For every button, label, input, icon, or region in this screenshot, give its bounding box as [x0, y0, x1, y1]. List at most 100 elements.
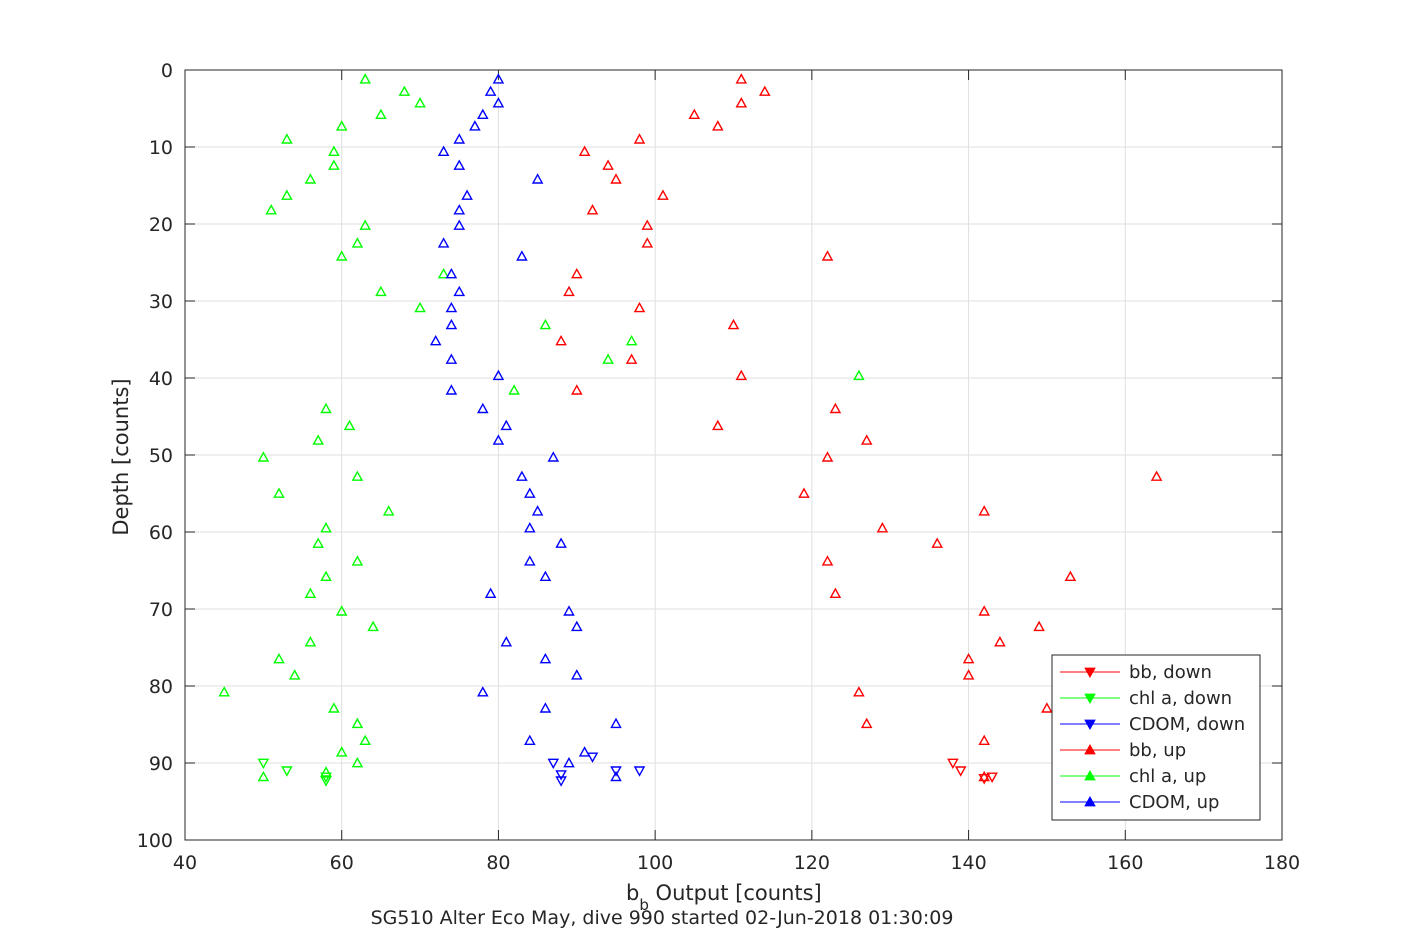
series-1 — [257, 758, 332, 787]
legend-marker — [1084, 719, 1096, 731]
data-point — [688, 108, 701, 120]
legend: bb, down chl a, down CDOM, down bb, up chl a… — [1051, 654, 1261, 821]
data-point — [798, 487, 810, 498]
data-point — [712, 120, 724, 131]
data-points — [218, 73, 1163, 787]
data-point — [257, 770, 270, 782]
data-point — [853, 686, 865, 697]
data-point — [586, 752, 599, 763]
data-point — [610, 770, 622, 782]
data-point — [359, 734, 371, 745]
data-point — [555, 334, 567, 346]
data-point — [312, 537, 324, 548]
data-point — [335, 250, 348, 261]
data-point — [633, 766, 646, 777]
x-tick-label: 80 — [486, 852, 510, 874]
data-point — [320, 402, 332, 414]
data-point — [492, 73, 505, 84]
data-point — [328, 145, 340, 157]
data-point — [445, 384, 458, 395]
data-point — [657, 189, 669, 200]
data-point — [335, 746, 348, 757]
data-point — [829, 402, 842, 414]
data-point — [571, 267, 583, 279]
x-axis-label: bb Output [counts] — [626, 881, 822, 914]
chart-caption: SG510 Alter Eco May, dive 990 started 02… — [371, 907, 954, 929]
data-point — [625, 353, 638, 364]
data-point — [500, 419, 513, 431]
data-point — [437, 145, 450, 157]
legend-label: bb, up — [1129, 740, 1186, 761]
y-tick-label: 40 — [149, 368, 173, 390]
data-point — [445, 353, 458, 364]
data-point — [477, 402, 489, 414]
data-point — [335, 120, 348, 131]
y-tick-label: 100 — [137, 830, 173, 852]
data-point — [712, 419, 724, 431]
data-point — [625, 334, 638, 346]
data-point — [398, 85, 411, 96]
series-2 — [547, 752, 646, 787]
data-point — [539, 318, 552, 330]
legend-box — [1051, 654, 1261, 821]
data-point — [437, 237, 450, 248]
x-axis-label-subscript: b — [639, 896, 649, 914]
data-point — [328, 702, 340, 713]
legend-marker — [1084, 693, 1096, 705]
data-point — [453, 285, 466, 297]
legend-marker — [1084, 769, 1096, 781]
data-point — [414, 301, 426, 313]
data-point — [359, 73, 371, 84]
data-point — [821, 555, 834, 566]
data-point — [735, 73, 748, 84]
legend-marker — [1084, 743, 1096, 755]
data-point — [524, 487, 536, 498]
data-point — [429, 334, 442, 346]
data-point — [1041, 702, 1053, 713]
data-point — [978, 505, 990, 516]
x-tick-label: 100 — [637, 852, 673, 874]
data-point — [281, 133, 293, 144]
data-point — [555, 776, 567, 787]
data-point — [367, 620, 379, 632]
data-point — [484, 85, 497, 96]
data-point — [727, 318, 740, 330]
data-point — [829, 587, 842, 598]
data-point — [351, 555, 364, 566]
data-point — [1150, 470, 1163, 481]
y-tick-label: 80 — [149, 676, 173, 698]
series-0 — [947, 758, 998, 785]
data-point — [445, 318, 458, 330]
data-point — [500, 636, 513, 647]
data-point — [563, 756, 575, 768]
data-point — [821, 451, 834, 462]
data-point — [978, 770, 990, 782]
data-point — [524, 555, 536, 566]
data-point — [954, 766, 967, 777]
axes: 40 60 80 100 120 140 160 180 0 10 20 30 40 50 60 70 80 90… — [137, 60, 1300, 874]
data-point — [516, 250, 528, 261]
data-point — [578, 145, 591, 157]
data-point — [320, 570, 332, 581]
data-point — [876, 522, 889, 533]
data-point — [586, 204, 599, 215]
data-point — [531, 173, 544, 184]
data-point — [288, 669, 301, 680]
data-point — [539, 702, 552, 713]
data-point — [994, 636, 1006, 647]
data-point — [978, 605, 990, 616]
data-point — [610, 717, 622, 729]
x-tick-label: 160 — [1107, 852, 1143, 874]
data-point — [986, 772, 998, 783]
data-point — [962, 652, 975, 664]
y-axis-label: Depth [counts] — [109, 378, 133, 535]
data-point — [735, 97, 748, 108]
data-point — [477, 686, 489, 697]
data-point — [1033, 620, 1045, 632]
data-point — [641, 237, 654, 248]
data-point — [531, 505, 544, 516]
data-point — [962, 669, 975, 680]
data-point — [375, 285, 387, 297]
